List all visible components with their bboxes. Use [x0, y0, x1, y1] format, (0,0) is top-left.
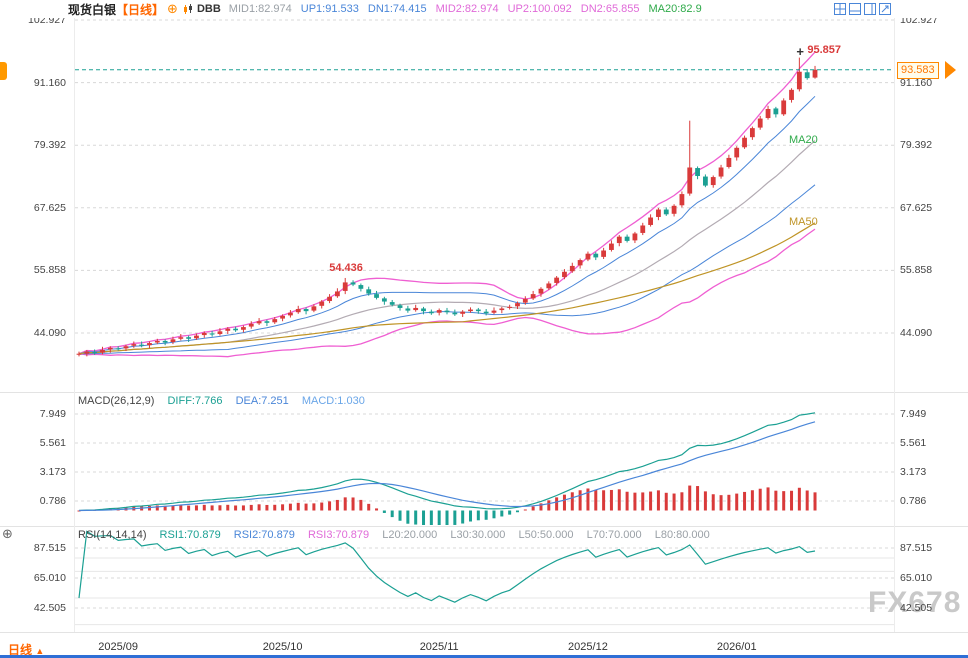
ma50-line-label: MA50 — [789, 215, 818, 228]
price-tick-left: 67.625 — [33, 201, 66, 214]
macd-tick-right: 0.786 — [900, 494, 927, 507]
rsi-params-label: RSI(14,14,14) — [78, 529, 147, 541]
panel-separator-macd — [0, 392, 968, 393]
indicator-value: MID2:82.974 — [435, 3, 499, 15]
macd-tick-right: 7.949 — [900, 407, 927, 420]
x-axis-date-label: 2025/10 — [262, 641, 303, 653]
jump-to-latest-button[interactable] — [945, 60, 956, 79]
x-axis-date-label: 2025/09 — [98, 641, 139, 653]
rsi-l20-label: L20:20.000 — [382, 529, 438, 541]
fx678-watermark: FX678 — [868, 586, 962, 619]
last-price-label: 93.583 — [897, 61, 939, 79]
indicator-value: UP1:91.533 — [300, 3, 359, 15]
rsi-tick-right: 65.010 — [900, 572, 933, 584]
rsi-tick-left: 65.010 — [33, 572, 66, 584]
rsi-l80-label: L80:80.000 — [654, 529, 710, 541]
tab-daily-arrow-icon: ▲ — [35, 646, 45, 656]
crosshair-marker: + — [796, 43, 804, 59]
macd-tick-left: 3.173 — [39, 465, 66, 478]
split-vertical-icon[interactable] — [864, 3, 876, 15]
left-edge-marker — [0, 62, 7, 80]
rsi-tick-right: 42.505 — [900, 602, 933, 614]
macd-panel-title: MACD(26,12,9) DIFF:7.766 DEA:7.251 MACD:… — [78, 395, 375, 407]
main-price-panel — [76, 51, 818, 358]
macd-tick-left: 7.949 — [39, 407, 66, 420]
price-tick-right: 67.625 — [900, 201, 933, 214]
price-tick-left: 79.392 — [33, 139, 66, 152]
price-tick-left: 91.160 — [33, 76, 66, 89]
rsi-l50-label: L50:50.000 — [518, 529, 574, 541]
macd-tick-right: 3.173 — [900, 465, 927, 478]
gridlines — [75, 19, 895, 626]
macd-tick-right: 5.561 — [900, 436, 927, 449]
price-tick-right: 55.858 — [900, 264, 933, 277]
rsi-l30-label: L30:30.000 — [450, 529, 506, 541]
macd-dea-value: DEA:7.251 — [235, 395, 289, 407]
macd-panel — [77, 412, 817, 525]
rsi-panel-title: RSI(14,14,14) RSI1:70.879 RSI2:70.879 RS… — [78, 529, 720, 541]
macd-tick-left: 0.786 — [39, 494, 66, 507]
x-axis-date-label: 2026/01 — [716, 641, 757, 653]
bottom-accent-bar — [0, 655, 968, 658]
panel-separator-xaxis — [0, 632, 968, 633]
split-horizontal-icon[interactable] — [849, 3, 861, 15]
macd-params-label: MACD(26,12,9) — [78, 395, 155, 407]
indicator-name: DBB — [196, 3, 221, 15]
left-axis-border — [74, 18, 75, 632]
rsi-panel — [78, 530, 816, 603]
price-tick-right: 79.392 — [900, 139, 933, 152]
rsi1-value: RSI1:70.879 — [159, 529, 221, 541]
macd-tick-left: 5.561 — [39, 436, 66, 449]
tab-daily[interactable]: 日线 ▲ — [8, 641, 44, 658]
price-tick-right: 91.160 — [900, 76, 933, 89]
chart-toolbar — [834, 3, 891, 15]
macd-diff-value: DIFF:7.766 — [167, 395, 223, 407]
x-axis-date-label: 2025/12 — [568, 641, 608, 653]
indicator-value: MA20:82.9 — [648, 3, 702, 15]
indicator-value: UP2:100.092 — [507, 3, 572, 15]
panel-separator-rsi — [0, 526, 968, 527]
price-tick-right: 44.090 — [900, 327, 933, 339]
rsi-tick-left: 87.515 — [33, 542, 66, 554]
grid-layout-icon[interactable] — [834, 3, 846, 15]
price-tick-left: 55.858 — [33, 264, 66, 277]
rsi-tick-right: 87.515 — [900, 542, 933, 554]
macd-bar-value: MACD:1.030 — [301, 395, 365, 407]
candlestick-mini-icon — [183, 3, 194, 15]
period-label: 【日线】 — [116, 2, 165, 17]
rsi3-value: RSI3:70.879 — [307, 529, 370, 541]
indicator-value: DN1:74.415 — [367, 3, 427, 15]
indicator-value: MID1:82.974 — [228, 3, 292, 15]
october-peak-annotation: 54.436 — [329, 261, 363, 274]
rsi-l70-label: L70:70.000 — [586, 529, 642, 541]
rsi2-value: RSI2:70.879 — [233, 529, 295, 541]
crosshair-tool-icon[interactable]: ⊕ — [2, 526, 13, 541]
peak-price-annotation: 95.857 — [807, 43, 842, 56]
right-axis-border — [894, 18, 895, 632]
fullscreen-icon[interactable] — [879, 3, 891, 15]
indicator-value: DN2:65.855 — [580, 3, 640, 15]
tab-daily-label: 日线 — [8, 643, 33, 657]
symbol-name: 现货白银 — [68, 2, 117, 17]
rsi-tick-left: 42.505 — [33, 602, 66, 614]
indicator-values: MID1:82.974 UP1:91.533 DN1:74.415 MID2:82.9… — [229, 3, 711, 15]
ma20-line-label: MA20 — [789, 133, 818, 146]
x-axis-date-label: 2025/11 — [419, 641, 459, 653]
price-tick-left: 44.090 — [33, 327, 66, 339]
add-indicator-icon[interactable]: ⊕ — [167, 1, 178, 16]
chart-header: 现货白银 【日线】 ⊕ DBB MID1:82.974 UP1:91.533 DN1… — [0, 0, 968, 18]
